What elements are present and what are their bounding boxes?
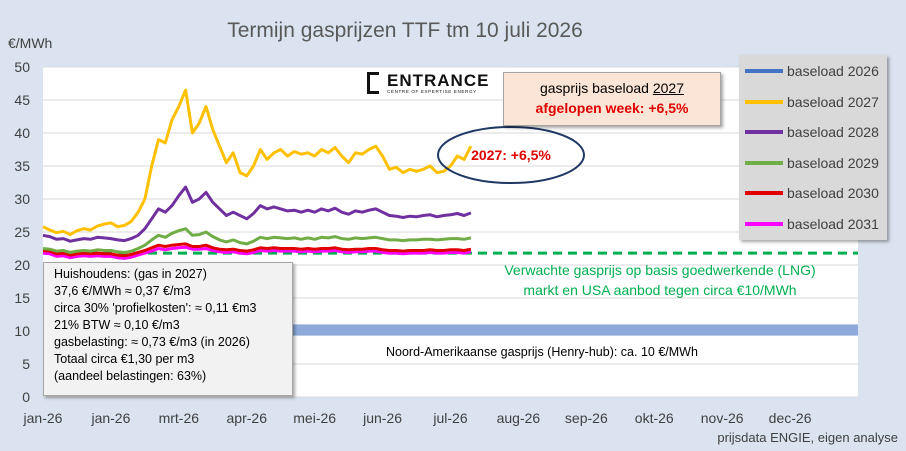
y-tick-label: 15: [14, 290, 30, 306]
x-tick-label: dec-26: [769, 410, 812, 426]
weekly-change-callout: gasprijs baseload 2027 afgelopen week: +…: [503, 72, 721, 126]
henry-hub-note: Noord-Amerikaanse gasprijs (Henry-hub): …: [386, 345, 698, 359]
series-line-baseload-2028: [42, 185, 472, 243]
x-tick-label: nov-26: [701, 410, 744, 426]
y-tick-label: 10: [14, 323, 30, 339]
y-tick-label: 5: [22, 356, 30, 372]
household-cost-box: Huishoudens: (gas in 2027) 37,6 €/MWh ≈ …: [43, 262, 293, 396]
x-tick-label: jun-26: [362, 410, 402, 426]
x-tick-label: aug-26: [497, 410, 541, 426]
callout-year: 2027: [652, 80, 684, 96]
chart-title: Termijn gasprijzen TTF tm 10 juli 2026: [227, 19, 583, 42]
legend: baseload 2026 baseload 2027 baseload 2028 b…: [739, 55, 887, 240]
series-line-baseload-2029: [42, 227, 472, 254]
legend-item: baseload 2027: [745, 91, 879, 113]
x-tick-label: apr-26: [227, 410, 268, 426]
y-tick-labels: 0 5 10 15 20 25 30 35 40 45 50: [14, 59, 30, 405]
legend-swatch: [745, 221, 783, 226]
lng-note-line2: markt en USA aanbod tegen circa €10/MWh: [523, 282, 797, 298]
x-tick-label: jan-26: [90, 410, 130, 426]
series-line-baseload-2030: [42, 242, 472, 258]
y-tick-label: 50: [14, 59, 30, 75]
x-tick-label: sep-26: [565, 410, 608, 426]
lng-note: Verwachte gasprijs op basis goedwerkende…: [470, 260, 850, 300]
y-tick-label: 30: [14, 191, 30, 207]
legend-swatch: [745, 99, 783, 104]
legend-swatch: [745, 160, 783, 165]
series-line-baseload-2027: [42, 88, 473, 237]
y-tick-label: 20: [14, 257, 30, 273]
logo-bracket-icon: [367, 72, 379, 94]
household-line: Totaal circa €1,30 per m3: [54, 352, 195, 366]
x-tick-label: okt-26: [635, 410, 674, 426]
x-tick-label: mrt-26: [159, 410, 200, 426]
y-tick-label: 40: [14, 125, 30, 141]
logo-tagline: CENTRE OF EXPERTISE ENERGY: [387, 88, 477, 94]
household-line: (aandeel belastingen: 63%): [54, 369, 207, 383]
x-tick-label: jan-26: [23, 410, 63, 426]
lng-note-line1: Verwachte gasprijs op basis goedwerkende…: [504, 262, 816, 278]
legend-label: baseload 2026: [787, 63, 879, 79]
legend-item: baseload 2029: [745, 152, 879, 174]
y-axis-label: €/MWh: [8, 35, 52, 51]
legend-label: baseload 2027: [787, 93, 879, 110]
henry-hub-band: [293, 324, 858, 336]
household-line: circa 30% 'profielkosten': ≈ 0,11 €m3: [54, 301, 257, 315]
legend-item: baseload 2031: [745, 213, 879, 235]
legend-label: baseload 2029: [787, 154, 879, 171]
series-lines: [42, 88, 473, 260]
legend-item: baseload 2028: [745, 121, 879, 143]
logo-name: ENTRANCE: [387, 70, 490, 90]
x-tick-label: mei-26: [293, 410, 336, 426]
highlight-ellipse: [437, 126, 585, 184]
y-tick-label: 35: [14, 158, 30, 174]
series-line-baseload-2031: [42, 245, 472, 260]
legend-label: baseload 2028: [787, 124, 879, 140]
household-line: 37,6 €/MWh ≈ 0,37 €/m3: [54, 284, 191, 298]
household-line: Huishoudens: (gas in 2027): [54, 267, 207, 281]
legend-label: baseload 2030: [787, 185, 879, 201]
source-note: prijsdata ENGIE, eigen analyse: [717, 430, 898, 445]
x-tick-labels: jan-26 jan-26 mrt-26 apr-26 mei-26 jun-26 jul-…: [23, 410, 812, 426]
legend-label: baseload 2031: [787, 215, 879, 232]
legend-swatch: [745, 130, 783, 134]
legend-item: baseload 2026: [745, 60, 879, 82]
y-tick-label: 0: [22, 389, 30, 405]
legend-swatch: [745, 191, 783, 195]
entrance-logo: ENTRANCE CENTRE OF EXPERTISE ENERGY: [367, 70, 489, 96]
legend-item: baseload 2030: [745, 182, 879, 204]
household-line: gasbelasting: ≈ 0,73 €/m3 (in 2026): [54, 335, 250, 349]
legend-swatch: [745, 69, 783, 73]
y-tick-label: 25: [14, 224, 30, 240]
x-tick-label: jul-26: [432, 410, 467, 426]
household-line: 21% BTW ≈ 0,10 €/m3: [54, 318, 180, 332]
callout-prefix: gasprijs baseload: [539, 80, 653, 96]
ellipse-label: 2027: +6,5%: [471, 147, 551, 163]
y-tick-label: 45: [14, 92, 30, 108]
callout-change: afgelopen week: +6,5%: [535, 100, 689, 116]
